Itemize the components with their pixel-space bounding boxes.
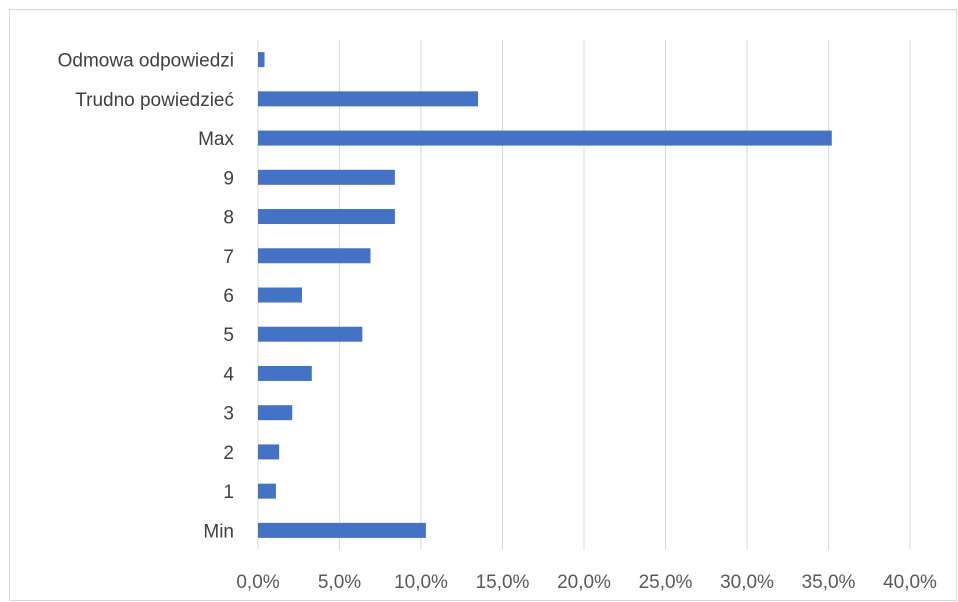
x-tick-label: 35,0% xyxy=(802,572,856,593)
x-tick-label: 20,0% xyxy=(557,572,611,593)
category-label: 4 xyxy=(223,364,234,385)
x-tick-label: 15,0% xyxy=(476,572,530,593)
category-label: Odmowa odpowiedzi xyxy=(58,51,234,72)
bar xyxy=(258,444,280,460)
bar xyxy=(258,91,479,107)
category-label: 6 xyxy=(223,286,234,307)
category-labels: Odmowa odpowiedzi Trudno powiedzieć Max 9 8 7… xyxy=(58,51,235,543)
category-label: 9 xyxy=(223,168,234,189)
bar xyxy=(258,248,371,264)
bar xyxy=(258,405,293,421)
chart-area xyxy=(9,9,957,601)
x-tick-label: 0,0% xyxy=(236,572,279,593)
bar xyxy=(258,130,832,146)
x-tick-label: 10,0% xyxy=(394,572,448,593)
bar xyxy=(258,483,276,499)
category-label: 5 xyxy=(223,325,234,346)
bar xyxy=(258,209,395,225)
bar xyxy=(258,52,265,68)
x-tick-label: 40,0% xyxy=(883,572,937,593)
bar xyxy=(258,287,303,303)
category-label: 8 xyxy=(223,208,234,229)
bar xyxy=(258,169,395,185)
x-axis-ticks: 0,0% 5,0% 10,0% 15,0% 20,0% 25,0% 30,0% 35,0% 40… xyxy=(236,572,937,593)
category-label: 1 xyxy=(223,482,234,503)
x-tick-label: 30,0% xyxy=(720,572,774,593)
category-label: Max xyxy=(198,129,234,150)
bar xyxy=(258,522,426,538)
bar xyxy=(258,326,363,342)
category-label: 7 xyxy=(223,247,234,268)
x-tick-label: 25,0% xyxy=(639,572,693,593)
category-label: 3 xyxy=(223,404,234,425)
category-label: Trudno powiedzieć xyxy=(75,90,234,111)
category-label: Min xyxy=(203,521,234,542)
bar xyxy=(258,365,312,381)
x-tick-label: 5,0% xyxy=(318,572,361,593)
gridlines xyxy=(257,40,911,550)
bars xyxy=(258,52,832,538)
category-label: 2 xyxy=(223,443,234,464)
